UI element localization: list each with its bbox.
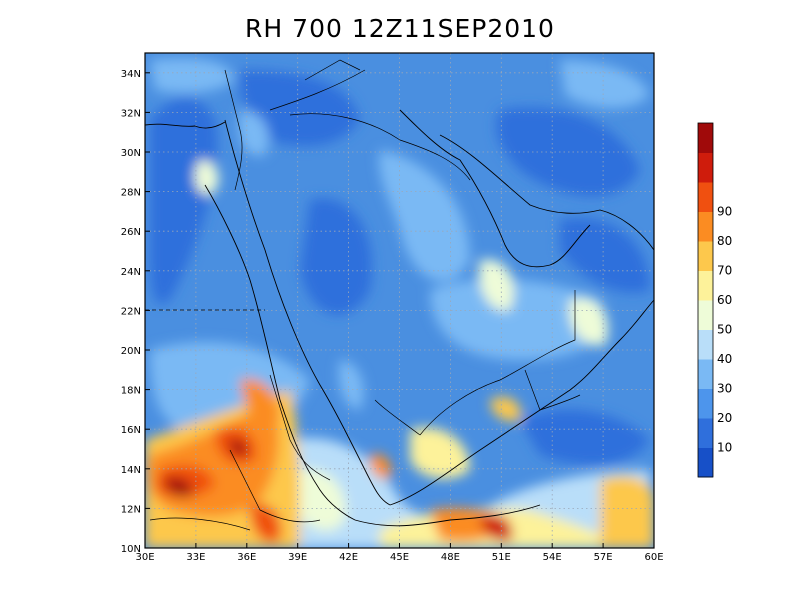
colorbar-label: 30: [717, 382, 732, 396]
colorbar-swatch: [698, 329, 713, 360]
lat-label: 16N: [121, 425, 141, 436]
lon-label: 45E: [390, 552, 409, 563]
lon-label: 42E: [339, 552, 358, 563]
lon-label: 48E: [441, 552, 460, 563]
lon-label: 36E: [237, 552, 256, 563]
lon-label: 54E: [543, 552, 562, 563]
colorbar-swatch: [698, 270, 713, 301]
lat-label: 30N: [121, 148, 141, 159]
lat-label: 34N: [121, 69, 141, 80]
colorbar-label: 20: [717, 411, 732, 425]
lon-label: 57E: [594, 552, 613, 563]
colorbar-label: 70: [717, 264, 732, 278]
colorbar-swatch: [698, 152, 713, 183]
colorbar-swatch: [698, 447, 713, 478]
lat-lon-grid: [145, 53, 654, 548]
lat-label: 22N: [121, 306, 141, 317]
colorbar-swatch: [698, 241, 713, 271]
lat-label: 32N: [121, 108, 141, 119]
lat-label: 14N: [121, 465, 141, 476]
lon-label: 60E: [644, 552, 663, 563]
lat-label: 28N: [121, 188, 141, 199]
lon-label: 30E: [135, 552, 154, 563]
colorbar-label: 10: [717, 441, 732, 455]
colorbar-swatch: [698, 211, 713, 242]
coastlines-and-borders: [145, 59, 654, 531]
lat-label: 20N: [121, 346, 141, 357]
colorbar: 10 20 30 40 50 60 70 80 90: [697, 122, 732, 478]
colorbar-swatch: [698, 182, 713, 212]
lat-label: 18N: [121, 386, 141, 397]
colorbar-label: 50: [717, 323, 732, 337]
lat-label: 10N: [121, 544, 141, 555]
colorbar-swatch: [698, 418, 713, 448]
colorbar-label: 40: [717, 352, 732, 366]
colorbar-frame: [697, 122, 714, 478]
colorbar-swatch: [698, 123, 713, 153]
lon-label: 33E: [186, 552, 205, 563]
lon-label: 51E: [492, 552, 511, 563]
colorbar-swatch: [698, 300, 713, 330]
colorbar-label: 60: [717, 293, 732, 307]
lat-label: 24N: [121, 267, 141, 278]
lon-label: 39E: [288, 552, 307, 563]
longitude-axis: 30E 33E 36E 39E 42E 45E 48E 51E 54E 57E 60E: [135, 543, 664, 563]
colorbar-swatch: [698, 359, 713, 389]
map-title: RH 700 12Z11SEP2010: [245, 14, 555, 43]
latitude-axis: 10N 12N 14N 16N 18N 20N 22N 24N 26N 28N 30N 32N 34N: [121, 69, 150, 555]
colorbar-swatch: [698, 388, 713, 419]
lat-label: 12N: [121, 504, 141, 515]
colorbar-label: 80: [717, 234, 732, 248]
colorbar-label: 90: [717, 205, 732, 219]
lat-label: 26N: [121, 227, 141, 238]
